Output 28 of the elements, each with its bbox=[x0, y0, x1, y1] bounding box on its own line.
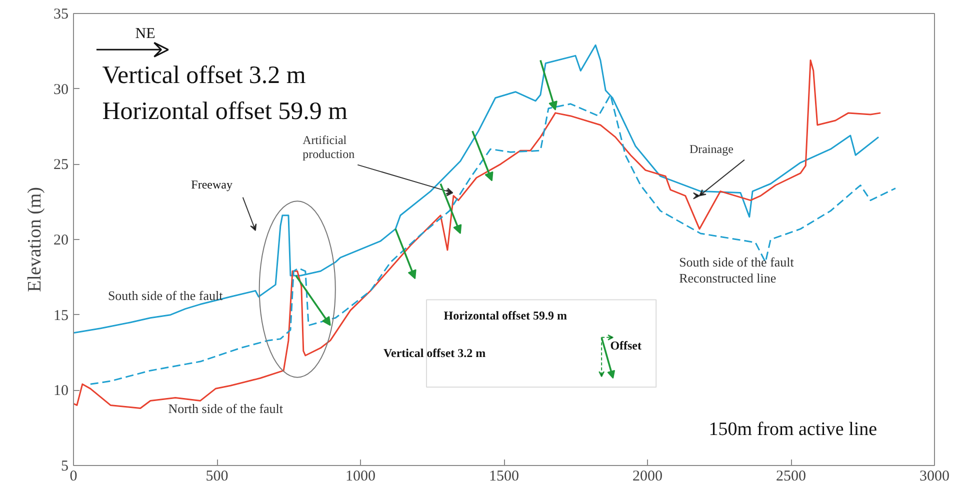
x-tick-label: 0 bbox=[70, 468, 78, 484]
annotation: Vertical offset 3.2 m bbox=[383, 346, 486, 360]
series-label: South side of the fault Reconstructed line bbox=[679, 254, 794, 286]
annotation: Artificial production bbox=[302, 132, 355, 161]
y-tick-label: 25 bbox=[54, 157, 68, 174]
y-axis-title: Elevation (m) bbox=[24, 186, 46, 292]
y-tick-label: 30 bbox=[54, 82, 68, 98]
x-tick-label: 1000 bbox=[346, 468, 376, 484]
y-tick-label: 35 bbox=[54, 6, 68, 22]
annotation: Freeway bbox=[191, 177, 232, 192]
y-tick-label: 15 bbox=[54, 308, 68, 324]
y-tick-label: 10 bbox=[54, 383, 68, 400]
annotation: Horizontal offset 59.9 m bbox=[102, 98, 348, 125]
x-tick-label: 1500 bbox=[489, 468, 519, 484]
x-tick-label: 2500 bbox=[776, 468, 806, 484]
annotation: Drainage bbox=[689, 142, 734, 156]
y-tick-label: 20 bbox=[54, 232, 68, 248]
y-tick-label: 5 bbox=[61, 458, 68, 474]
x-tick-label: 2000 bbox=[632, 468, 662, 484]
series-label: North side of the fault bbox=[168, 400, 284, 416]
annotation: 150m from active line bbox=[708, 418, 878, 440]
annotation: Vertical offset 3.2 m bbox=[102, 62, 306, 89]
annotation: NE bbox=[135, 26, 156, 42]
x-tick-label: 500 bbox=[206, 468, 228, 484]
annotation: Offset bbox=[610, 338, 642, 352]
x-tick-label: 3000 bbox=[920, 468, 950, 484]
annotation: Horizontal offset 59.9 m bbox=[444, 308, 568, 322]
series-label: South side of the fault bbox=[108, 288, 224, 303]
